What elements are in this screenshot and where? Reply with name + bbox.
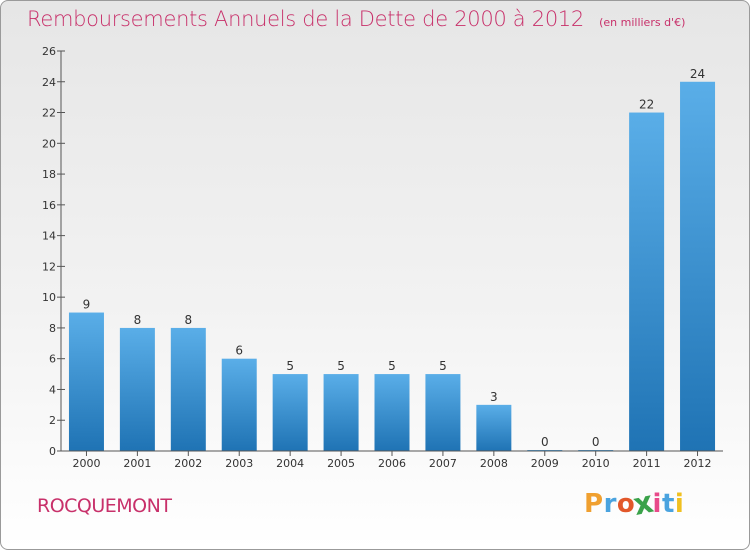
y-tick-label-12: 12 — [42, 260, 56, 273]
x-tick-label-2005: 2005 — [327, 457, 355, 470]
y-tick-label-14: 14 — [42, 230, 56, 243]
value-label-2008: 3 — [490, 390, 498, 404]
chart-subtitle: (en milliers d'€) — [599, 16, 686, 29]
y-tick-label-10: 10 — [42, 291, 56, 304]
y-tick-label-4: 4 — [49, 383, 56, 396]
x-tick-label-2004: 2004 — [276, 457, 304, 470]
logo-letter: r — [603, 489, 617, 519]
proxiti-logo: Proxiti — [584, 485, 685, 523]
y-tick-label-16: 16 — [42, 199, 56, 212]
x-tick-label-2010: 2010 — [582, 457, 610, 470]
logo-letter: i — [674, 489, 685, 519]
x-tick-label-2012: 2012 — [684, 457, 712, 470]
bar-2005 — [323, 374, 359, 451]
logo-letter: i — [652, 489, 662, 519]
x-tick-label-2009: 2009 — [531, 457, 559, 470]
value-label-2003: 6 — [235, 344, 243, 358]
y-tick-label-26: 26 — [42, 45, 56, 58]
x-tick-label-2006: 2006 — [378, 457, 406, 470]
chart-title-row: Remboursements Annuels de la Dette de 20… — [27, 7, 685, 31]
bar-2001 — [119, 327, 155, 451]
value-label-2012: 24 — [690, 67, 705, 81]
logo-letter: P — [584, 489, 604, 519]
bar-2012 — [680, 81, 716, 452]
value-label-2005: 5 — [337, 359, 345, 373]
value-label-2007: 5 — [439, 359, 447, 373]
x-tick-label-2002: 2002 — [174, 457, 202, 470]
logo-letter: o — [616, 489, 636, 519]
x-tick-label-2001: 2001 — [123, 457, 151, 470]
x-tick-label-2011: 2011 — [633, 457, 661, 470]
y-tick-label-22: 22 — [42, 107, 56, 120]
x-tick-label-2003: 2003 — [225, 457, 253, 470]
bar-2003 — [221, 358, 257, 451]
bar-2008 — [476, 404, 512, 451]
logo-letter: t — [661, 489, 675, 519]
x-tick-label-2008: 2008 — [480, 457, 508, 470]
value-label-2006: 5 — [388, 359, 396, 373]
value-label-2004: 5 — [286, 359, 294, 373]
value-label-2001: 8 — [134, 313, 142, 327]
bar-2004 — [272, 374, 308, 451]
commune-name: ROCQUEMONT — [37, 495, 172, 517]
value-label-2002: 8 — [184, 313, 192, 327]
bars-group — [68, 81, 716, 452]
bar-2006 — [374, 374, 410, 451]
axes-group: 9200082001820026200352004520055200652007… — [42, 45, 723, 470]
bar-2000 — [68, 312, 104, 451]
y-tick-label-24: 24 — [42, 76, 56, 89]
x-tick-label-2000: 2000 — [72, 457, 100, 470]
chart-title: Remboursements Annuels de la Dette de 20… — [27, 7, 584, 31]
bar-2002 — [170, 327, 206, 451]
value-label-2010: 0 — [592, 435, 600, 449]
x-tick-label-2007: 2007 — [429, 457, 457, 470]
y-tick-label-20: 20 — [42, 137, 56, 150]
bar-2007 — [425, 374, 461, 451]
y-tick-label-2: 2 — [49, 414, 56, 427]
bar-2011 — [629, 112, 665, 452]
y-tick-label-18: 18 — [42, 168, 56, 181]
y-tick-label-0: 0 — [49, 445, 56, 458]
value-label-2000: 9 — [83, 298, 91, 312]
value-label-2009: 0 — [541, 435, 549, 449]
y-tick-label-6: 6 — [49, 353, 56, 366]
y-tick-label-8: 8 — [49, 322, 56, 335]
value-label-2011: 22 — [639, 98, 654, 112]
